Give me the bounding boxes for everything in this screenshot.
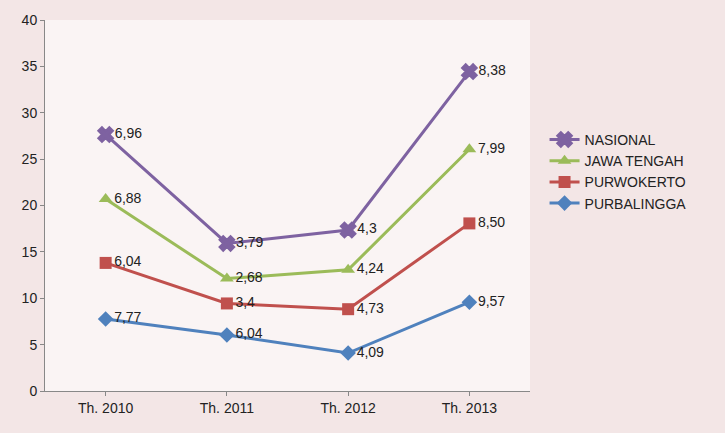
svg-text:PURBALINGGA: PURBALINGGA bbox=[585, 196, 687, 212]
svg-text:Th. 2013: Th. 2013 bbox=[442, 400, 497, 416]
svg-text:25: 25 bbox=[22, 151, 38, 167]
svg-text:30: 30 bbox=[22, 105, 38, 121]
svg-text:3,4: 3,4 bbox=[235, 294, 255, 310]
svg-text:PURWOKERTO: PURWOKERTO bbox=[585, 174, 686, 190]
svg-text:15: 15 bbox=[22, 244, 38, 260]
svg-text:0: 0 bbox=[29, 383, 37, 399]
svg-text:4,3: 4,3 bbox=[357, 220, 377, 236]
svg-text:20: 20 bbox=[22, 197, 38, 213]
svg-text:JAWA TENGAH: JAWA TENGAH bbox=[585, 153, 684, 169]
svg-text:7,77: 7,77 bbox=[114, 309, 141, 325]
svg-text:5: 5 bbox=[29, 337, 37, 353]
svg-text:10: 10 bbox=[22, 290, 38, 306]
svg-text:Th. 2011: Th. 2011 bbox=[200, 400, 254, 416]
svg-text:9,57: 9,57 bbox=[478, 293, 505, 309]
svg-text:6,96: 6,96 bbox=[115, 125, 142, 141]
svg-text:4,24: 4,24 bbox=[357, 260, 384, 276]
svg-text:8,50: 8,50 bbox=[478, 214, 505, 230]
svg-text:35: 35 bbox=[22, 58, 38, 74]
svg-text:Th. 2012: Th. 2012 bbox=[320, 400, 375, 416]
svg-text:4,73: 4,73 bbox=[357, 300, 384, 316]
svg-text:6,88: 6,88 bbox=[114, 190, 141, 206]
svg-text:7,99: 7,99 bbox=[478, 140, 505, 156]
svg-text:8,38: 8,38 bbox=[479, 62, 506, 78]
svg-text:40: 40 bbox=[22, 12, 38, 28]
svg-text:NASIONAL: NASIONAL bbox=[585, 132, 656, 148]
svg-text:6,04: 6,04 bbox=[235, 325, 262, 341]
svg-text:Th. 2010: Th. 2010 bbox=[78, 400, 133, 416]
svg-text:3,79: 3,79 bbox=[236, 234, 263, 250]
svg-text:2,68: 2,68 bbox=[235, 269, 262, 285]
svg-text:6,04: 6,04 bbox=[114, 253, 141, 269]
svg-text:4,09: 4,09 bbox=[357, 344, 384, 360]
